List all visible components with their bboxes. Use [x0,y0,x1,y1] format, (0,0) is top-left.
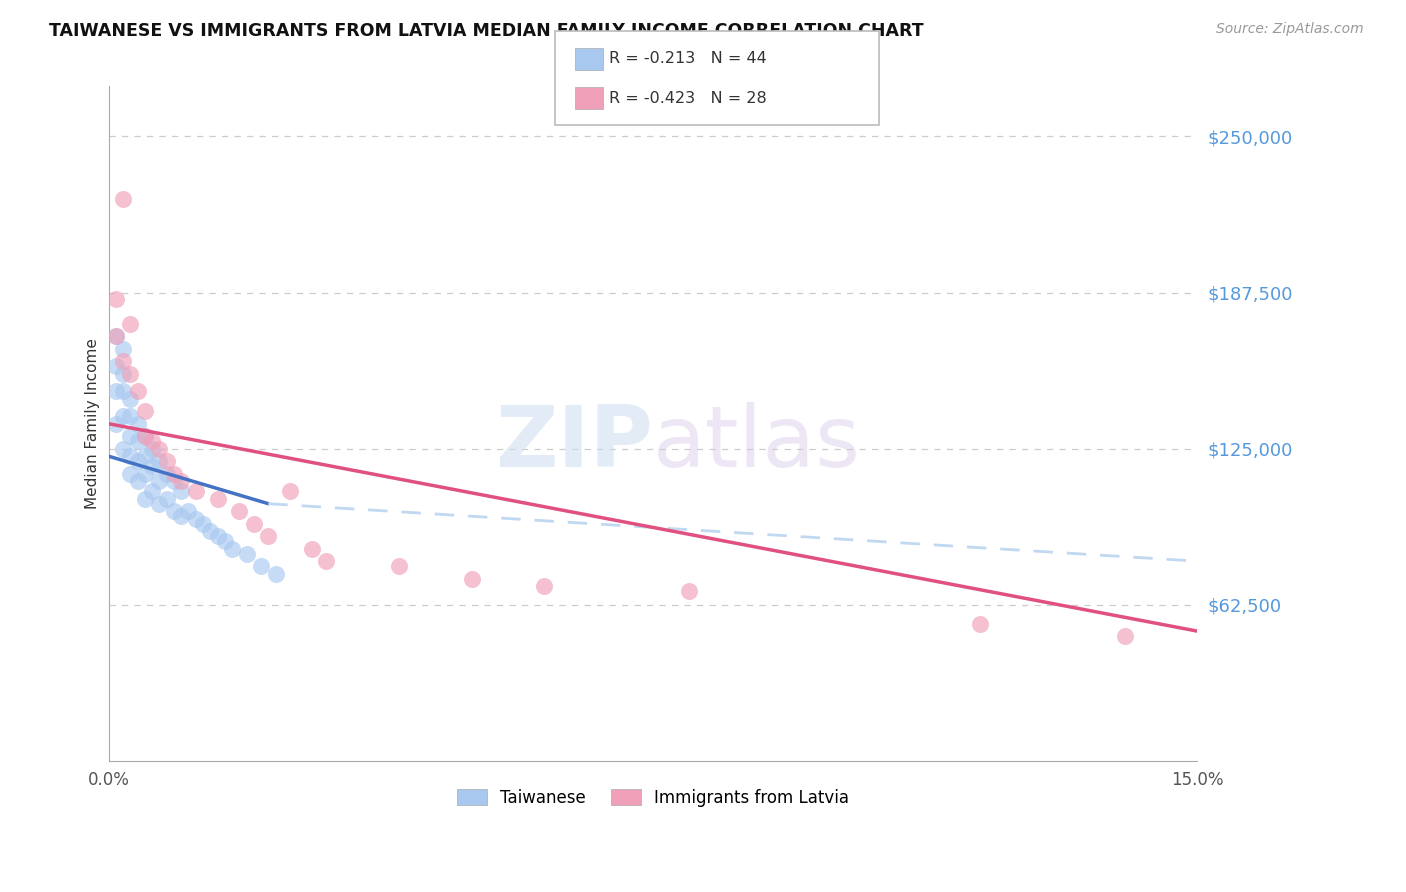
Point [134,404,156,418]
Point [533,579,555,593]
Point [678,584,700,599]
Point [104,384,127,399]
Point [170,474,193,488]
Point [134,429,156,443]
Point [134,429,156,443]
Point [141,484,163,499]
Point [148,497,170,511]
Point [177,504,200,518]
Point [156,467,179,481]
Point [969,616,991,631]
Point [264,566,287,581]
Point [141,434,163,449]
Point [278,484,301,499]
Text: atlas: atlas [652,402,860,485]
Point [156,454,179,468]
Point [214,534,236,549]
Point [127,417,149,431]
Point [112,367,135,381]
Text: R = -0.423   N = 28: R = -0.423 N = 28 [609,91,766,105]
Point [104,329,127,343]
Point [207,491,229,506]
Point [191,516,214,531]
Point [120,409,142,424]
Legend: Taiwanese, Immigrants from Latvia: Taiwanese, Immigrants from Latvia [450,782,856,814]
Point [156,491,179,506]
Point [120,392,142,406]
Point [104,292,127,306]
Point [388,559,411,574]
Point [250,559,273,574]
Point [127,434,149,449]
Point [104,359,127,374]
Point [460,572,482,586]
Point [184,484,207,499]
Point [221,541,243,556]
Point [127,384,149,399]
Point [104,329,127,343]
Point [112,192,135,206]
Point [163,467,186,481]
Point [200,524,222,538]
Point [120,449,142,463]
Point [170,484,193,499]
Point [235,547,257,561]
Point [207,529,229,543]
Point [127,474,149,488]
Point [163,474,186,488]
Point [112,354,135,368]
Point [127,454,149,468]
Point [148,454,170,468]
Point [112,409,135,424]
Point [120,317,142,331]
Point [141,442,163,456]
Point [170,509,193,524]
Point [257,529,280,543]
Point [120,367,142,381]
Point [315,554,337,568]
Text: Source: ZipAtlas.com: Source: ZipAtlas.com [1216,22,1364,37]
Point [120,467,142,481]
Point [112,342,135,356]
Point [134,449,156,463]
Text: ZIP: ZIP [495,402,652,485]
Point [134,467,156,481]
Point [228,504,250,518]
Point [163,504,186,518]
Point [1114,629,1136,643]
Point [243,516,266,531]
Point [112,442,135,456]
Point [120,429,142,443]
Point [104,417,127,431]
Point [148,442,170,456]
Point [184,511,207,525]
Point [141,459,163,474]
Text: R = -0.213   N = 44: R = -0.213 N = 44 [609,52,766,66]
Point [148,474,170,488]
Point [112,384,135,399]
Point [134,491,156,506]
Y-axis label: Median Family Income: Median Family Income [86,338,100,509]
Text: TAIWANESE VS IMMIGRANTS FROM LATVIA MEDIAN FAMILY INCOME CORRELATION CHART: TAIWANESE VS IMMIGRANTS FROM LATVIA MEDI… [49,22,924,40]
Point [301,541,323,556]
